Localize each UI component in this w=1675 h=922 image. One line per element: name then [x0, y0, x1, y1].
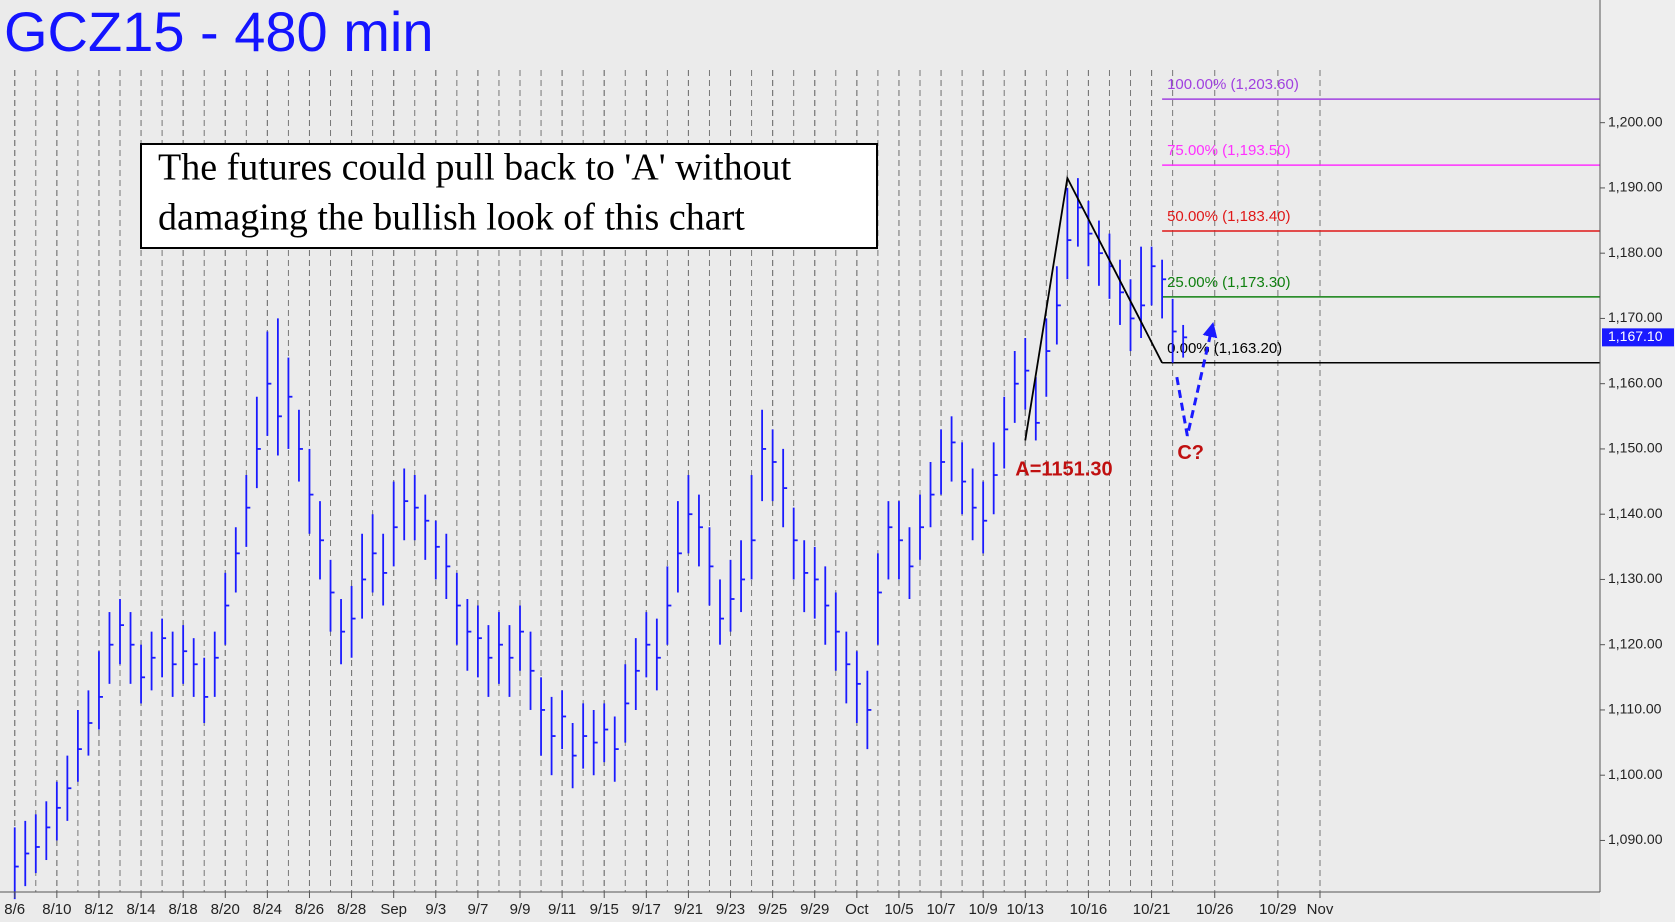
x-tick-label: 8/20: [211, 901, 240, 918]
x-tick-label: Nov: [1307, 901, 1334, 918]
x-tick-label: 8/18: [169, 901, 198, 918]
grid: [14, 70, 1321, 892]
annotation-line: The futures could pull back to 'A' witho…: [158, 147, 792, 189]
x-tick-label: 8/24: [253, 901, 282, 918]
fib-label: 100.00% (1,203.60): [1167, 76, 1299, 93]
x-tick-label: Sep: [380, 901, 407, 918]
x-tick-label: 9/15: [590, 901, 619, 918]
y-tick-label: 1,090.00: [1608, 831, 1663, 847]
x-tick-label: 9/17: [632, 901, 661, 918]
x-tick-label: 10/5: [884, 901, 913, 918]
x-tick-label: 10/7: [926, 901, 955, 918]
last-price-tag: [1602, 328, 1674, 347]
x-tick-label: 9/7: [467, 901, 488, 918]
x-tick-label: 10/21: [1133, 901, 1171, 918]
x-tick-label: Oct: [845, 901, 869, 918]
x-tick-label: 9/11: [548, 901, 576, 918]
y-tick-label: 1,140.00: [1608, 505, 1663, 521]
fib-label: 0.00% (1,163.20): [1167, 340, 1282, 357]
x-tick-label: 10/26: [1196, 901, 1234, 918]
y-tick-label: 1,150.00: [1608, 440, 1663, 456]
x-tick-label: 9/25: [758, 901, 787, 918]
y-tick-label: 1,170.00: [1608, 309, 1663, 325]
y-tick-label: 1,130.00: [1608, 570, 1663, 586]
x-tick-label: 10/29: [1259, 901, 1297, 918]
chart-title: GCZ15 - 480 min: [4, 0, 434, 63]
y-tick-label: 1,100.00: [1608, 766, 1663, 782]
x-tick-label: 9/9: [510, 901, 531, 918]
x-tick-label: 9/29: [800, 901, 829, 918]
x-tick-label: 10/13: [1006, 901, 1044, 918]
y-tick-label: 1,190.00: [1608, 179, 1663, 195]
x-tick-label: 8/12: [84, 901, 113, 918]
y-tick-label: 1,180.00: [1608, 244, 1663, 260]
annotation-line: damaging the bullish look of this chart: [158, 197, 745, 239]
projection-label: C?: [1177, 442, 1204, 464]
last-price-label: 1,167.10: [1608, 328, 1663, 344]
y-tick-label: 1,200.00: [1608, 113, 1663, 129]
x-tick-label: 8/10: [42, 901, 71, 918]
x-tick-label: 8/26: [295, 901, 324, 918]
y-tick-label: 1,120.00: [1608, 635, 1663, 651]
x-tick-label: 9/21: [674, 901, 703, 918]
fib-label: 75.00% (1,193.50): [1167, 142, 1290, 159]
x-tick-label: 9/23: [716, 901, 745, 918]
fib-label: 25.00% (1,173.30): [1167, 274, 1290, 291]
marks: 100.00% (1,203.60) 75.00% (1,193.50) 50.00…: [13, 76, 1600, 900]
pattern-label: A=1151.30: [1015, 459, 1112, 481]
x-tick-label: 8/28: [337, 901, 366, 918]
x-tick-label: 8/14: [126, 901, 155, 918]
pattern-line: [1024, 175, 1163, 441]
y-tick-label: 1,160.00: [1608, 374, 1663, 390]
x-tick-label: 10/16: [1070, 901, 1108, 918]
annotation-box: [140, 143, 878, 249]
y-tick-label: 1,110.00: [1608, 701, 1662, 717]
x-tick-label: 9/3: [425, 901, 446, 918]
plot-area: [0, 0, 1600, 892]
x-tick-label: 8/6: [4, 901, 25, 918]
projection-line: [1175, 322, 1218, 437]
fib-label: 50.00% (1,183.40): [1167, 208, 1290, 225]
x-tick-label: 10/9: [969, 901, 998, 918]
right-axis-area: [1600, 0, 1675, 922]
